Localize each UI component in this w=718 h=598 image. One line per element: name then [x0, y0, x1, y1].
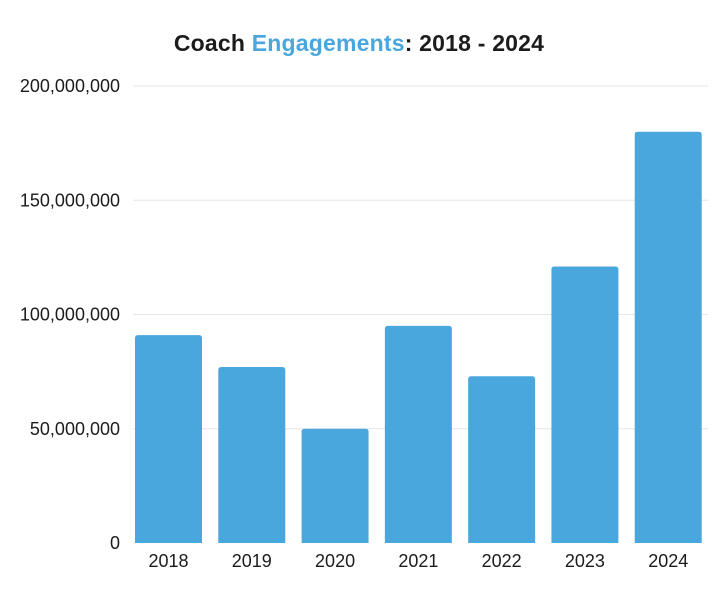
x-tick-label: 2023 [565, 551, 605, 571]
bar-2022 [468, 376, 536, 543]
x-tick-label: 2018 [148, 551, 188, 571]
bar-2024 [634, 131, 702, 543]
bar-2021 [384, 325, 452, 543]
bar-2019 [218, 367, 286, 543]
bars [135, 131, 702, 543]
x-tick-label: 2020 [315, 551, 355, 571]
x-tick-label: 2021 [398, 551, 438, 571]
y-tick-label: 200,000,000 [20, 76, 120, 96]
bar-2018 [135, 335, 202, 543]
y-tick-label: 150,000,000 [20, 190, 120, 210]
chart-title-suffix: : 2018 - 2024 [404, 30, 545, 56]
x-tick-label: 2022 [482, 551, 522, 571]
y-tick-label: 50,000,000 [30, 419, 120, 439]
bar-2023 [551, 266, 619, 543]
chart-title: Coach Engagements: 2018 - 2024 [0, 30, 718, 57]
y-axis-ticks: 0 50,000,000 100,000,000 150,000,000 200,000… [20, 76, 120, 553]
y-tick-label: 0 [110, 533, 120, 553]
x-tick-label: 2024 [648, 551, 688, 571]
x-axis-ticks: 2018 2019 2020 2021 2022 2023 2024 [148, 551, 688, 571]
x-tick-label: 2019 [232, 551, 272, 571]
chart-title-highlight: Engagements [251, 30, 405, 56]
y-tick-label: 100,000,000 [20, 305, 120, 325]
chart-title-prefix: Coach [173, 30, 252, 56]
bar-2020 [301, 428, 369, 543]
